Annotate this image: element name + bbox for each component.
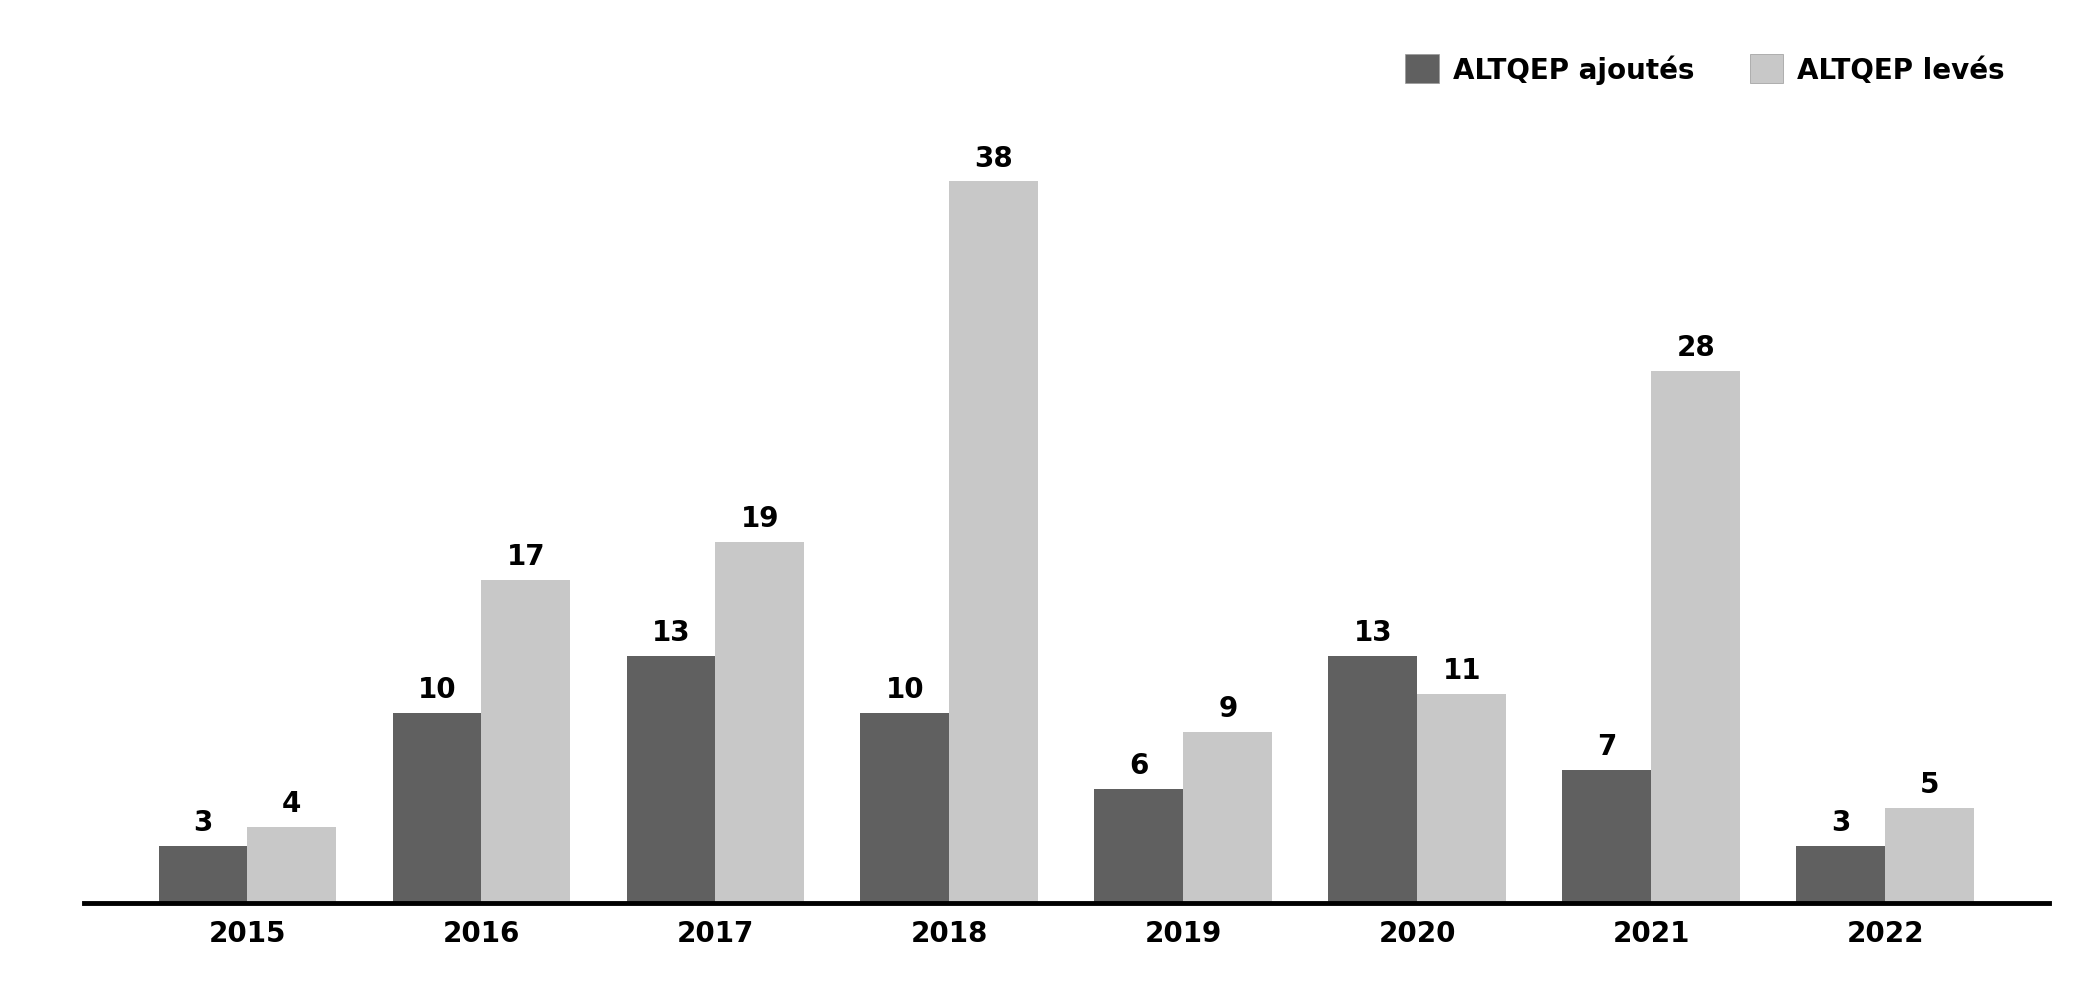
- Bar: [949, 182, 1039, 903]
- Bar: [247, 826, 337, 903]
- Bar: [627, 656, 715, 903]
- Text: 13: 13: [1353, 619, 1393, 647]
- Text: 5: 5: [1920, 770, 1940, 798]
- Text: 3: 3: [192, 808, 213, 837]
- Text: 13: 13: [652, 619, 690, 647]
- Text: 38: 38: [974, 144, 1014, 173]
- Bar: [1886, 807, 1974, 903]
- Text: 9: 9: [1219, 694, 1238, 722]
- Bar: [481, 580, 571, 903]
- Bar: [1094, 789, 1184, 903]
- Text: 11: 11: [1443, 657, 1480, 684]
- Text: 10: 10: [418, 676, 456, 703]
- Bar: [1562, 770, 1652, 903]
- Bar: [159, 846, 247, 903]
- Text: 10: 10: [887, 676, 924, 703]
- Text: 4: 4: [282, 789, 301, 817]
- Text: 6: 6: [1129, 751, 1148, 779]
- Legend: ALTQEP ajoutés, ALTQEP levés: ALTQEP ajoutés, ALTQEP levés: [1395, 44, 2016, 95]
- Text: 17: 17: [506, 543, 546, 571]
- Text: 28: 28: [1677, 334, 1715, 362]
- Bar: [1328, 656, 1418, 903]
- Bar: [393, 713, 481, 903]
- Bar: [1796, 846, 1886, 903]
- Bar: [1418, 694, 1506, 903]
- Text: 3: 3: [1832, 808, 1851, 837]
- Bar: [1184, 732, 1271, 903]
- Bar: [715, 543, 805, 903]
- Bar: [1652, 371, 1740, 903]
- Text: 7: 7: [1598, 732, 1616, 760]
- Text: 19: 19: [740, 505, 780, 533]
- Bar: [861, 713, 949, 903]
